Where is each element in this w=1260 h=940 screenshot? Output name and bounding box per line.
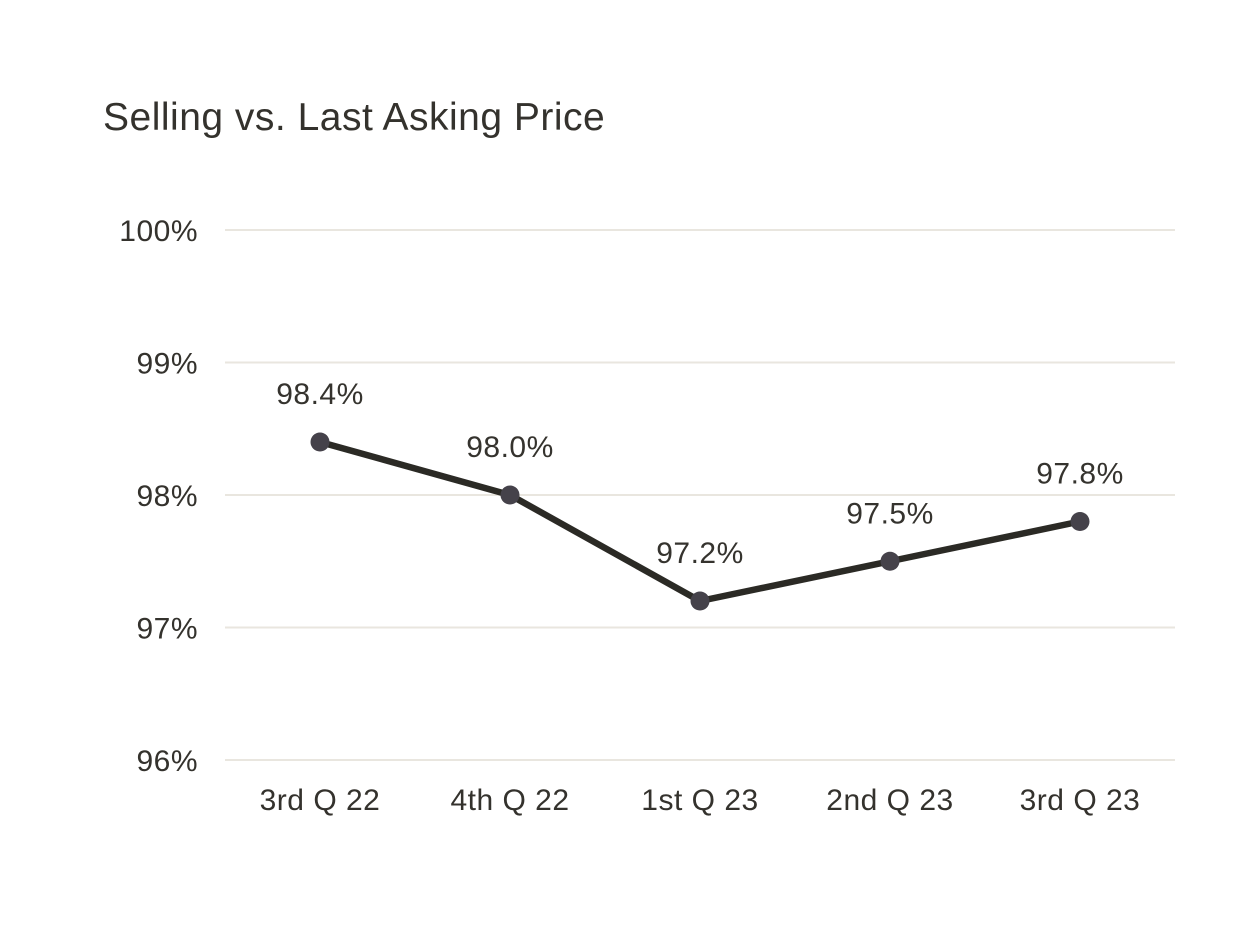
y-tick-label: 99% — [136, 348, 198, 381]
gridlines-group — [225, 229, 1175, 761]
y-tick-label: 96% — [136, 745, 198, 778]
x-tick-label: 4th Q 22 — [450, 784, 569, 817]
data-point-label: 97.8% — [1036, 458, 1124, 491]
data-point-marker — [500, 485, 520, 505]
chart-title: Selling vs. Last Asking Price — [103, 96, 606, 139]
y-axis-tick-labels: 100% 99% 98% 97% 96% — [119, 215, 198, 778]
y-tick-label: 98% — [136, 480, 198, 513]
data-point-marker — [310, 432, 330, 452]
data-point-marker — [1070, 512, 1090, 531]
data-point-marker — [880, 551, 900, 571]
y-tick-label: 100% — [119, 215, 198, 248]
x-axis-tick-labels: 3rd Q 22 4th Q 22 1st Q 23 2nd Q 23 3rd Q 23 — [260, 784, 1141, 817]
x-tick-label: 3rd Q 22 — [260, 784, 381, 817]
x-tick-label: 3rd Q 23 — [1020, 784, 1141, 817]
data-point-label: 98.4% — [276, 378, 364, 411]
data-point-label: 98.0% — [466, 431, 554, 464]
series-group — [310, 432, 1090, 611]
data-point-label: 97.2% — [656, 537, 744, 570]
y-tick-label: 97% — [136, 613, 198, 646]
data-labels-group: 98.4% 98.0% 97.2% 97.5% 97.8% — [276, 378, 1124, 570]
x-tick-label: 1st Q 23 — [641, 784, 758, 817]
x-tick-label: 2nd Q 23 — [826, 784, 953, 817]
data-point-marker — [690, 591, 710, 611]
series-line — [316, 438, 1084, 605]
data-point-label: 97.5% — [846, 497, 934, 530]
